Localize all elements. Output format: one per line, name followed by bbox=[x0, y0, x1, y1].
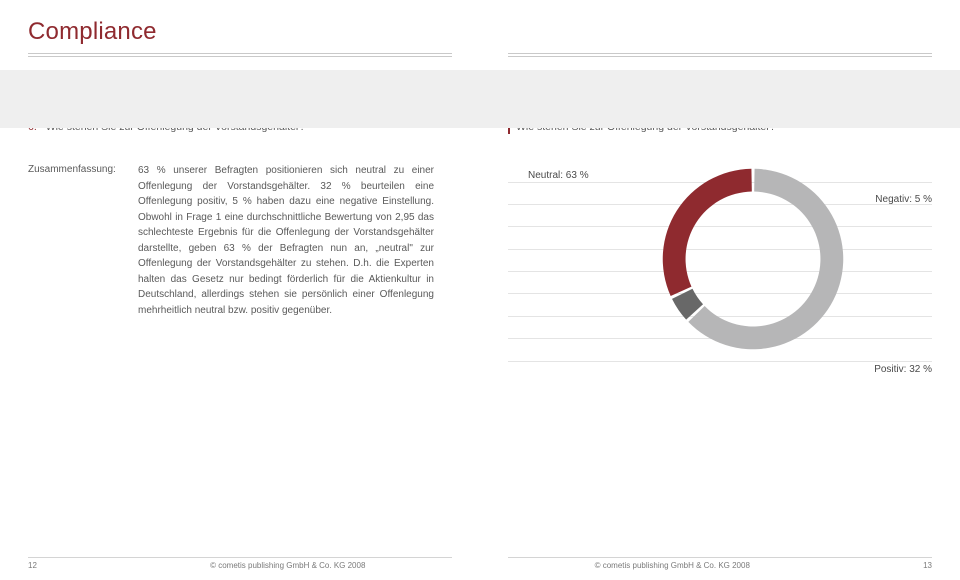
header-band bbox=[480, 70, 960, 128]
header-band bbox=[0, 70, 480, 128]
summary-label: Zusammenfassung: bbox=[28, 163, 124, 318]
slice-label-negativ: Negativ: 5 % bbox=[875, 194, 932, 205]
copyright: © cometis publishing GmbH & Co. KG 2008 bbox=[210, 561, 365, 570]
page-number: 12 bbox=[28, 561, 37, 570]
page-footer-right: © cometis publishing GmbH & Co. KG 2008 … bbox=[508, 557, 932, 570]
title-divider bbox=[508, 53, 932, 57]
donut-slice bbox=[663, 168, 752, 295]
copyright: © cometis publishing GmbH & Co. KG 2008 bbox=[595, 561, 750, 570]
summary-text: 63 % unserer Befragten positionieren sic… bbox=[138, 163, 434, 318]
slice-label-positiv: Positiv: 32 % bbox=[874, 364, 932, 375]
page-footer-left: 12 © cometis publishing GmbH & Co. KG 20… bbox=[28, 557, 452, 570]
section-title: Compliance bbox=[28, 18, 452, 46]
slice-label-neutral: Neutral: 63 % bbox=[528, 170, 589, 181]
donut-chart bbox=[658, 164, 848, 354]
title-divider bbox=[28, 53, 452, 57]
page-number: 13 bbox=[923, 561, 932, 570]
